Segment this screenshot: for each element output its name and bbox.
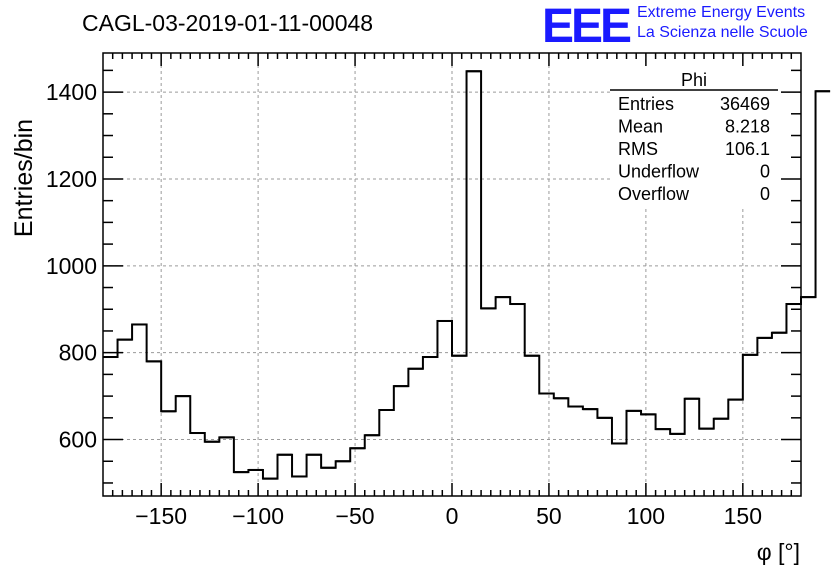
histogram-outline xyxy=(103,70,831,480)
logo-subtitle-2: La Scienza nelle Scuole xyxy=(637,24,808,41)
x-tick-labels: −150 −100 −50 0 50 100 150 xyxy=(135,503,762,529)
x-axis-label: φ [°] xyxy=(757,539,800,565)
x-tick-label: 0 xyxy=(446,503,459,529)
stats-value: 36469 xyxy=(720,94,770,114)
x-tick-label: 100 xyxy=(627,503,665,529)
stats-label: Underflow xyxy=(618,162,700,182)
y-tick-labels: 600 800 1000 1200 1400 xyxy=(46,79,97,452)
y-axis-label: Entries/bin xyxy=(10,119,38,237)
logo-subtitle-1: Extreme Energy Events xyxy=(637,4,806,21)
x-tick-label: −100 xyxy=(232,503,284,529)
y-tick-label: 1200 xyxy=(46,166,97,192)
eee-logo: EEE xyxy=(542,2,632,46)
stats-rows: Entries 36469 Mean 8.218 RMS 106.1 Underflow 0 O… xyxy=(618,94,770,204)
stats-value: 106.1 xyxy=(725,139,770,159)
x-tick-label: 50 xyxy=(536,503,562,529)
stats-box: Phi Entries 36469 Mean 8.218 RMS 106.1 Underfl… xyxy=(610,66,778,206)
stats-label: Overflow xyxy=(618,184,690,204)
stats-title: Phi xyxy=(681,70,707,90)
x-tick-label: 150 xyxy=(724,503,762,529)
stats-label: Mean xyxy=(618,117,663,137)
chart-title: CAGL-03-2019-01-11-00048 xyxy=(82,10,374,36)
stats-value: 0 xyxy=(760,184,770,204)
x-tick-label: −50 xyxy=(336,503,375,529)
stats-value: 0 xyxy=(760,162,770,182)
axis-ticks xyxy=(103,53,801,496)
x-tick-label: −150 xyxy=(135,503,187,529)
stats-value: 8.218 xyxy=(725,117,770,137)
y-tick-label: 600 xyxy=(59,427,97,453)
stats-label: RMS xyxy=(618,139,658,159)
stats-label: Entries xyxy=(618,94,674,114)
y-tick-label: 800 xyxy=(59,340,97,366)
y-tick-label: 1400 xyxy=(46,79,97,105)
y-tick-label: 1000 xyxy=(46,253,97,279)
logo-text: EEE xyxy=(542,2,631,46)
